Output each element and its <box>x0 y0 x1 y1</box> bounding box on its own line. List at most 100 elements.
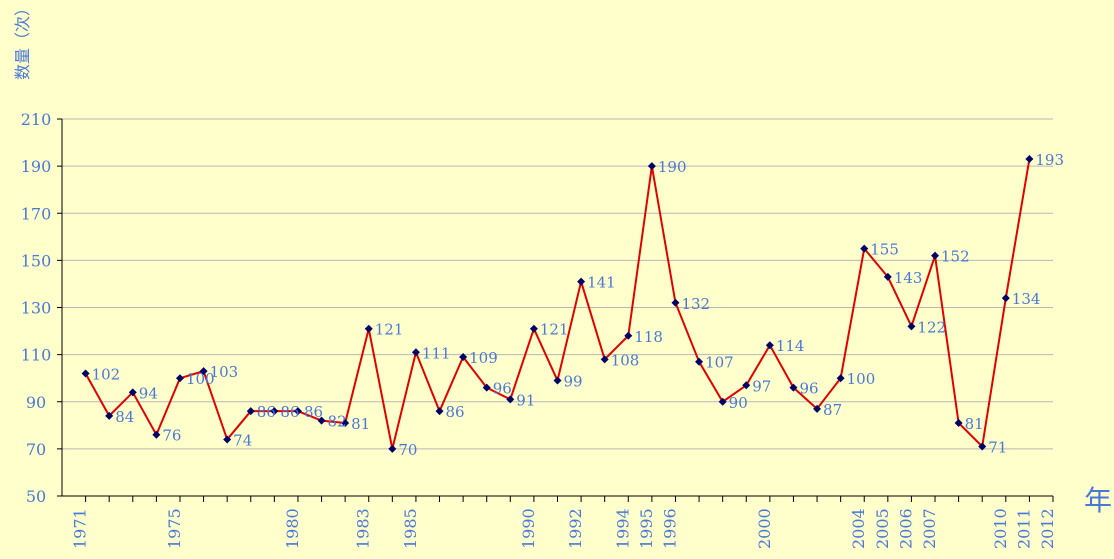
data-label: 86 <box>280 403 299 421</box>
data-label: 87 <box>823 401 842 419</box>
x-tick-label: 1995 <box>637 508 656 549</box>
series-line <box>84 158 1031 450</box>
data-label: 71 <box>988 439 1007 457</box>
data-point-marker <box>459 352 468 361</box>
data-point-marker <box>553 376 562 385</box>
y-tick-label: 90 <box>26 393 46 412</box>
x-tick-label: 1985 <box>401 508 420 549</box>
y-tick-label: 150 <box>21 251 52 270</box>
x-tick-label: 1980 <box>283 508 302 549</box>
data-label: 76 <box>162 427 181 445</box>
data-point-marker <box>81 369 90 378</box>
data-point-marker <box>765 341 774 350</box>
data-point-marker <box>813 404 822 413</box>
data-point-marker <box>954 418 963 427</box>
x-tick-label: 2007 <box>920 508 939 549</box>
x-tick-label: 2012 <box>1038 508 1057 549</box>
grid-layer <box>62 118 1053 450</box>
data-label: 122 <box>917 318 946 336</box>
data-label: 143 <box>894 269 923 287</box>
y-tick-label: 110 <box>21 346 52 365</box>
data-point-marker <box>435 407 444 416</box>
y-tick-label: 210 <box>21 110 52 129</box>
data-point-marker <box>931 251 940 260</box>
data-point-marker <box>341 418 350 427</box>
x-ticks-layer: 1971 1975 1980 1983 1985 1990 1992 1994 1995 1996… <box>71 496 1057 549</box>
data-label: 74 <box>233 431 252 449</box>
data-point-marker <box>836 374 845 383</box>
data-label: 121 <box>375 321 404 339</box>
data-label: 141 <box>587 274 616 292</box>
y-ticks-layer: 50 70 90 110 130 150 170 190 210 <box>21 110 62 506</box>
data-label: 107 <box>705 354 734 372</box>
data-label: 86 <box>257 403 276 421</box>
data-label: 155 <box>870 241 899 259</box>
data-point-marker <box>529 324 538 333</box>
data-point-marker <box>246 407 255 416</box>
data-point-marker <box>860 244 869 253</box>
data-point-marker <box>695 357 704 366</box>
data-label: 103 <box>210 363 239 381</box>
x-tick-label: 2006 <box>896 508 915 549</box>
y-tick-label: 130 <box>21 299 52 318</box>
x-tick-label: 1994 <box>613 508 632 549</box>
data-point-marker <box>1001 294 1010 303</box>
x-tick-label: 2010 <box>991 508 1010 549</box>
y-tick-label: 50 <box>26 487 46 506</box>
data-point-marker <box>789 383 798 392</box>
data-point-marker <box>718 397 727 406</box>
data-label: 90 <box>729 394 748 412</box>
data-point-marker <box>105 411 114 420</box>
data-point-marker <box>152 430 161 439</box>
x-tick-label: 2000 <box>755 508 774 549</box>
data-point-marker <box>907 322 916 331</box>
data-point-marker <box>577 277 586 286</box>
data-label: 81 <box>965 415 984 433</box>
data-point-marker <box>128 388 137 397</box>
data-label: 111 <box>422 344 451 362</box>
data-point-marker <box>293 407 302 416</box>
data-point-marker <box>411 348 420 357</box>
data-label: 132 <box>681 295 710 313</box>
data-label: 134 <box>1012 290 1041 308</box>
data-point-marker <box>742 381 751 390</box>
data-point-marker <box>199 367 208 376</box>
data-label: 109 <box>469 349 498 367</box>
data-point-marker <box>223 435 232 444</box>
data-point-marker <box>388 444 397 453</box>
series-layer <box>81 155 1034 453</box>
data-point-marker <box>270 407 279 416</box>
data-label: 118 <box>634 328 663 346</box>
data-point-marker <box>364 324 373 333</box>
data-point-marker <box>506 395 515 404</box>
data-point-marker <box>883 272 892 281</box>
data-label: 152 <box>941 248 970 266</box>
data-point-marker <box>978 442 987 451</box>
data-label: 99 <box>564 373 583 391</box>
data-label: 81 <box>351 415 370 433</box>
data-label: 86 <box>446 403 465 421</box>
data-label: 70 <box>398 441 417 459</box>
x-tick-label: 1971 <box>71 508 90 549</box>
data-label: 100 <box>186 370 215 388</box>
data-label: 190 <box>658 158 687 176</box>
data-point-marker <box>482 383 491 392</box>
data-label: 193 <box>1035 151 1064 169</box>
data-point-marker <box>624 331 633 340</box>
data-label: 108 <box>611 351 640 369</box>
data-point-marker <box>317 416 326 425</box>
x-tick-label: 1992 <box>566 508 585 549</box>
x-tick-label: 2011 <box>1014 508 1033 549</box>
data-label: 102 <box>92 365 121 383</box>
x-tick-label: 1996 <box>660 508 679 549</box>
data-label: 82 <box>328 413 347 431</box>
x-tick-label: 1975 <box>165 508 184 549</box>
data-point-marker <box>175 374 184 383</box>
data-point-marker <box>671 298 680 307</box>
y-tick-label: 190 <box>21 157 52 176</box>
data-point-marker <box>1025 155 1034 164</box>
data-label: 100 <box>847 370 876 388</box>
